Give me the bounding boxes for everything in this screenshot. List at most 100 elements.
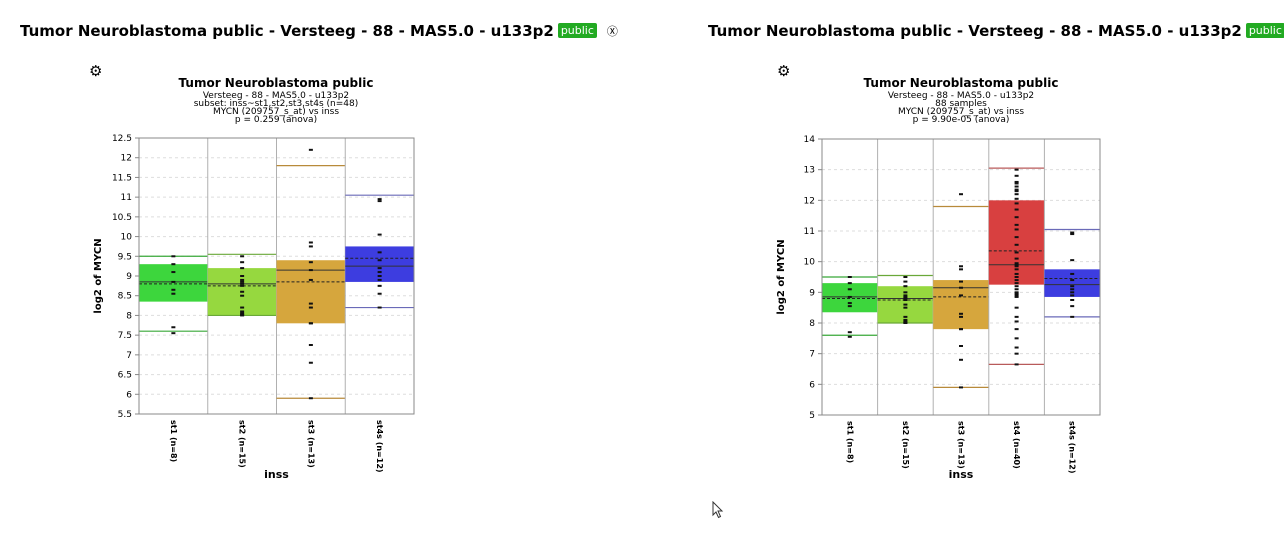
data-point [1014,265,1019,268]
data-point [847,282,852,285]
data-point [1014,236,1019,239]
category-label: st3 (n=13) [957,421,966,469]
data-point [903,294,908,297]
data-point [847,335,852,338]
data-point [1014,279,1019,282]
chart-subtitle-2: 88 samples [935,99,987,109]
mouse-cursor-icon [712,501,724,519]
data-point [377,267,382,270]
data-point [171,292,176,295]
data-point [240,278,245,281]
y-axis-label: log2 of MYCN [93,238,104,313]
data-point [377,198,382,201]
data-point [1014,328,1019,331]
data-point [959,328,963,331]
data-point [959,268,963,271]
data-point [1014,291,1019,294]
data-point [1014,168,1019,171]
data-point [847,305,852,308]
data-point [903,280,908,283]
data-point [959,265,963,268]
data-point [1014,268,1019,271]
data-point [1014,346,1019,349]
y-tick-label: 6 [809,380,815,390]
y-tick-label: 13 [804,166,815,176]
gear-icon[interactable]: ⚙ [777,62,791,80]
data-point [240,310,245,313]
chart-subtitle-2: subset: inss~st1,st2,st3,st4s (n=48) [193,99,359,109]
data-point [240,280,245,283]
y-tick-label: 14 [804,135,816,145]
data-point [240,314,245,317]
data-point [240,312,245,315]
data-point [1014,292,1019,295]
y-tick-label: 8 [809,319,815,329]
y-tick-label: 8.5 [118,292,132,302]
y-tick-label: 10 [121,233,133,243]
data-point [847,295,852,298]
box-plot: 12.5 12 11.5 11 10.5 10 9.5 9 8.5 8 7.5 7 6.5 6 5.5 st1… [93,134,415,481]
data-point [903,276,908,278]
y-tick-label: 12.5 [112,134,132,144]
box-plot: 14 13 12 11 10 9 8 7 6 5 st1 (n=8) st2 (n=15) st3 (n… [776,135,1101,481]
category-label: st1 (n=8) [169,420,178,462]
data-point [1014,262,1019,265]
y-tick-label: 6.5 [118,371,132,381]
x-axis-label: inss [949,468,974,481]
data-point [903,318,908,321]
y-axis-label: log2 of MYCN [776,239,787,314]
data-point [959,345,963,347]
y-tick-label: 9 [809,288,815,298]
data-point [1014,197,1019,200]
data-point [1014,306,1019,309]
y-tick-label: 11 [121,193,132,203]
info-icon[interactable]: Ⓧ [606,25,618,38]
category-label: st4s (n=12) [375,420,384,473]
chart-subtitle-4: p = 0.259 (anova) [234,115,318,125]
data-point [1014,185,1019,188]
data-point [240,282,245,285]
chart-title: Tumor Neuroblastoma public [863,76,1059,90]
data-point [903,285,908,288]
y-tick-label: 5.5 [118,410,132,420]
data-point [959,286,963,289]
data-point [959,315,963,318]
data-point [308,148,313,151]
panel-heading: Tumor Neuroblastoma public - Versteeg - … [708,22,1284,40]
data-point [847,331,852,334]
y-tick-label: 9 [126,272,132,282]
panel-heading: Tumor Neuroblastoma public - Versteeg - … [20,22,618,40]
data-point [308,241,313,244]
data-point [1070,315,1075,318]
data-point [1070,231,1075,234]
y-tick-label: 12 [121,154,132,164]
gear-icon[interactable]: ⚙ [89,62,103,80]
category-label: st4s (n=12) [1068,421,1077,474]
data-point [1070,294,1075,297]
data-point [377,284,382,287]
data-point [377,233,382,236]
data-point [1014,272,1019,275]
data-point [240,275,245,277]
chart-subtitle-1: Versteeg - 88 - MAS5.0 - u133p2 [202,91,350,101]
data-point [240,306,245,309]
data-point [1070,288,1075,291]
data-point [308,278,313,281]
data-point [377,275,382,277]
data-point [1014,208,1019,211]
y-tick-label: 7 [126,351,132,361]
data-point [1070,259,1075,262]
data-point [903,299,908,301]
data-point [903,303,908,306]
data-point [1014,288,1019,291]
data-point [1014,193,1019,196]
data-point [1070,233,1075,236]
y-tick-label: 9.5 [118,252,132,262]
data-point [1070,279,1075,282]
data-point [1070,272,1075,275]
data-point [959,294,963,297]
data-point [959,312,963,315]
y-tick-label: 11.5 [112,173,132,183]
y-tick-label: 8 [126,311,132,321]
data-point [1014,188,1019,191]
